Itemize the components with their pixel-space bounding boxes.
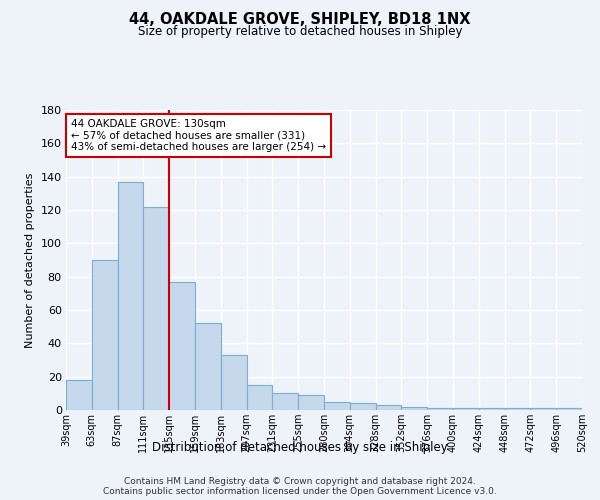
- Text: Contains HM Land Registry data © Crown copyright and database right 2024.: Contains HM Land Registry data © Crown c…: [124, 476, 476, 486]
- Bar: [427, 408, 453, 410]
- Bar: [453, 408, 479, 410]
- Bar: [143, 206, 169, 410]
- Bar: [479, 408, 505, 410]
- Bar: [66, 380, 92, 410]
- Text: Size of property relative to detached houses in Shipley: Size of property relative to detached ho…: [138, 25, 462, 38]
- Bar: [376, 405, 401, 410]
- Bar: [92, 260, 118, 410]
- Text: Contains public sector information licensed under the Open Government Licence v3: Contains public sector information licen…: [103, 486, 497, 496]
- Bar: [118, 182, 143, 410]
- Bar: [530, 408, 556, 410]
- Text: 44 OAKDALE GROVE: 130sqm
← 57% of detached houses are smaller (331)
43% of semi-: 44 OAKDALE GROVE: 130sqm ← 57% of detach…: [71, 119, 326, 152]
- Bar: [556, 408, 582, 410]
- Bar: [195, 324, 221, 410]
- Y-axis label: Number of detached properties: Number of detached properties: [25, 172, 35, 348]
- Bar: [298, 395, 324, 410]
- Bar: [505, 408, 530, 410]
- Bar: [324, 402, 350, 410]
- Bar: [350, 404, 376, 410]
- Bar: [169, 282, 195, 410]
- Text: 44, OAKDALE GROVE, SHIPLEY, BD18 1NX: 44, OAKDALE GROVE, SHIPLEY, BD18 1NX: [129, 12, 471, 28]
- Bar: [221, 355, 247, 410]
- Bar: [247, 385, 272, 410]
- Text: Distribution of detached houses by size in Shipley: Distribution of detached houses by size …: [152, 441, 448, 454]
- Bar: [401, 406, 427, 410]
- Bar: [272, 394, 298, 410]
